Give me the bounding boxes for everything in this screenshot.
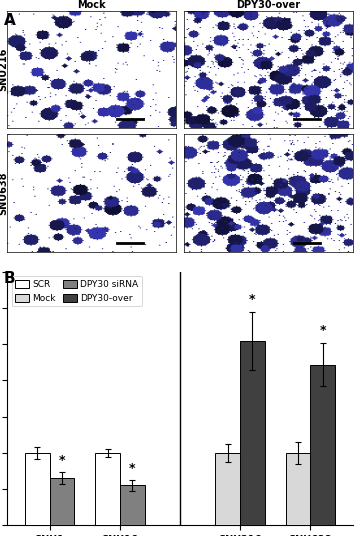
Title: Mock: Mock [77,0,106,10]
Bar [50,478,74,525]
Bar [25,453,50,525]
Bar [240,341,265,525]
Text: *: * [249,293,256,306]
Bar [120,486,145,525]
Title: DPY30-over: DPY30-over [237,0,301,10]
Legend: SCR, Mock, DPY30 siRNA, DPY30-over: SCR, Mock, DPY30 siRNA, DPY30-over [12,277,142,307]
Y-axis label: SNU638: SNU638 [0,172,8,215]
Y-axis label: SNU216: SNU216 [0,48,8,91]
Text: A: A [4,13,15,28]
Text: *: * [129,461,136,474]
Text: B: B [4,271,15,286]
Bar [95,453,120,525]
Bar [215,453,240,525]
Bar [310,364,335,525]
Text: *: * [320,324,326,337]
Text: *: * [59,453,65,467]
Bar [286,453,310,525]
